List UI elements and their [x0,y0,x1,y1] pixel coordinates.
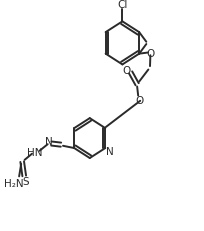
Text: H₂N: H₂N [4,178,24,188]
Text: O: O [146,48,154,58]
Text: Cl: Cl [117,0,128,10]
Text: HN: HN [27,147,43,158]
Text: S: S [22,176,29,186]
Text: O: O [122,65,131,75]
Text: O: O [135,96,143,106]
Text: N: N [45,136,53,146]
Text: N: N [106,146,114,156]
